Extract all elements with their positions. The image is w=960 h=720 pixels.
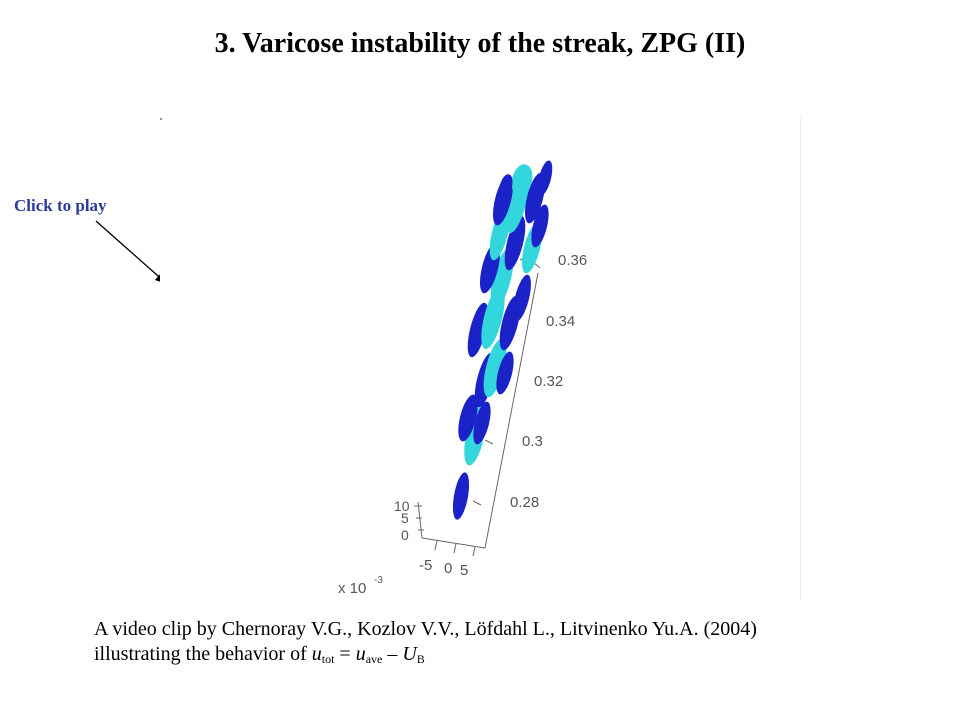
click-to-play-label[interactable]: Click to play [14, 196, 107, 215]
U-symbol: U [402, 643, 417, 665]
z-tick-label: 0.28 [510, 494, 539, 511]
y-tick-label: 5 [401, 510, 409, 526]
B-subscript: B [416, 652, 425, 666]
z-tick-label: 0.3 [522, 433, 543, 450]
arrow-icon [95, 220, 167, 284]
x-multiplier-label: x 10 [338, 580, 366, 597]
x-tick-label: 0 [444, 560, 452, 577]
ave-subscript: ave [365, 652, 383, 666]
minus-sign: – [382, 643, 403, 665]
u-symbol: u [311, 643, 322, 665]
isosurface-streak [452, 160, 553, 520]
equals-sign: = [334, 643, 356, 665]
z-tick-label: 0.34 [546, 313, 575, 330]
y-tick-label: 10 [394, 498, 410, 514]
frame-mark [160, 118, 162, 120]
caption-line-1: A video clip by Chernoray V.G., Kozlov V… [94, 618, 757, 640]
slide-title: 3. Varicose instability of the streak, Z… [214, 28, 746, 59]
isosurface-plot: 0.36 0.34 0.32 0.3 0.28 10 5 0 -5 0 [160, 118, 587, 597]
u-symbol: u [355, 643, 366, 665]
y-tick-label: 0 [401, 527, 409, 543]
y-axis [414, 501, 486, 549]
x-tick-label: 5 [460, 562, 468, 579]
caption-prefix: illustrating the behavior of [94, 643, 312, 665]
caption: A video clip by Chernoray V.G., Kozlov V… [94, 617, 934, 667]
caption-line-2: illustrating the behavior of utot = uave… [94, 642, 934, 667]
tot-subscript: tot [321, 652, 335, 666]
x-multiplier-exponent: -3 [374, 575, 383, 586]
z-tick-label: 0.32 [534, 373, 563, 390]
x-tick-label: -5 [419, 557, 432, 574]
video-clip[interactable]: 0.36 0.34 0.32 0.3 0.28 10 5 0 -5 0 [160, 118, 801, 600]
z-tick-label: 0.36 [558, 252, 587, 269]
